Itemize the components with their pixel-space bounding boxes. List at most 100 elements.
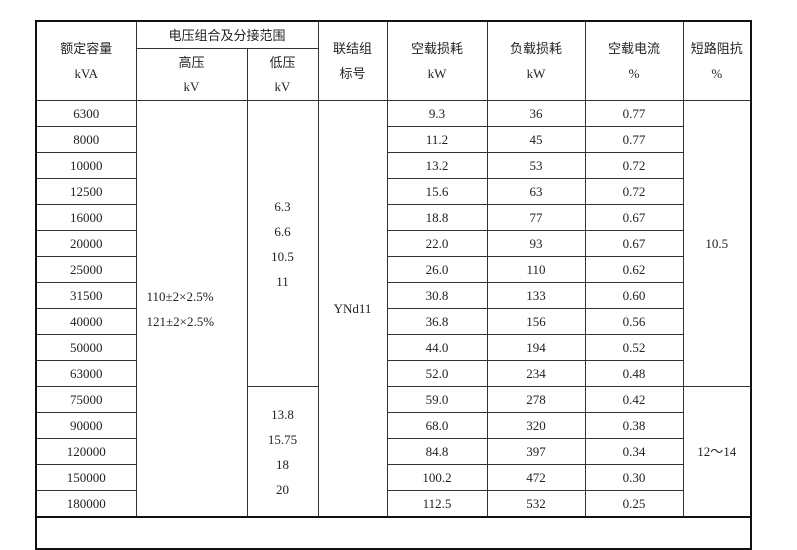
- no-load-loss-cell: 30.8: [386, 282, 488, 309]
- capacity-cell: 10000: [35, 152, 137, 179]
- capacity-cell: 6300: [35, 100, 137, 127]
- no-load-current-cell: 0.60: [584, 282, 684, 309]
- table-row: 12500 15.6 63 0.72: [35, 178, 751, 205]
- no-load-loss-cell: 44.0: [386, 334, 488, 361]
- capacity-cell: 25000: [35, 256, 137, 283]
- no-load-loss-cell: 112.5: [386, 490, 488, 518]
- no-load-loss-cell: 18.8: [386, 204, 488, 231]
- capacity-cell: 63000: [35, 360, 137, 387]
- load-loss-cell: 63: [486, 178, 586, 205]
- load-loss-cell: 532: [486, 490, 586, 518]
- table-row: 16000 18.8 77 0.67: [35, 204, 751, 231]
- no-load-loss-cell: 59.0: [386, 386, 488, 413]
- table-row: 10000 13.2 53 0.72: [35, 152, 751, 179]
- load-loss-cell: 45: [486, 126, 586, 153]
- no-load-current-cell: 0.42: [584, 386, 684, 413]
- header-no-load-loss: 空载损耗 kW: [386, 20, 488, 101]
- load-loss-cell: 278: [486, 386, 586, 413]
- no-load-current-cell: 0.38: [584, 412, 684, 439]
- lv-cell-value: 6.3: [274, 198, 291, 214]
- table-row: 150000 100.2 472 0.30: [35, 464, 751, 491]
- no-load-current-cell: 0.77: [584, 100, 684, 127]
- header-lv: 低压 kV: [246, 48, 319, 101]
- table-row: 75000 13.8 15.75 18 20 59.0 278 0.42 12～14: [35, 386, 752, 518]
- capacity-cell: 120000: [35, 438, 137, 465]
- header-no-load-current: 空载电流%: [584, 20, 684, 101]
- no-load-current-cell: 0.77: [584, 126, 684, 153]
- no-load-loss-cell: 9.3: [386, 100, 488, 127]
- capacity-cell: 20000: [35, 230, 137, 257]
- capacity-cell: 90000: [35, 412, 137, 439]
- lv-cell-value: 18: [276, 456, 289, 472]
- capacity-cell: 40000: [35, 308, 137, 335]
- table-row: 31500 30.8 133 0.60: [35, 282, 751, 309]
- capacity-cell: 50000: [35, 334, 137, 361]
- header-impedance: 短路阻抗%: [682, 20, 752, 101]
- capacity-cell: 12500: [35, 178, 137, 205]
- capacity-cell: 31500: [35, 282, 137, 309]
- hv-cell-value: 110±2×2.5%: [146, 288, 214, 304]
- load-loss-cell: 472: [486, 464, 586, 491]
- no-load-current-cell: 0.72: [584, 152, 684, 179]
- no-load-loss-cell: 52.0: [386, 360, 488, 387]
- load-loss-cell: 194: [486, 334, 586, 361]
- table-row: 90000 68.0 320 0.38: [35, 412, 751, 439]
- header-connection: 联结组 标号: [317, 20, 388, 101]
- no-load-loss-cell: 26.0: [386, 256, 488, 283]
- load-loss-cell: 53: [486, 152, 586, 179]
- table-row: 20000 22.0 93 0.67: [35, 230, 751, 257]
- no-load-loss-cell: 11.2: [386, 126, 488, 153]
- no-load-loss-cell: 22.0: [386, 230, 488, 257]
- capacity-cell: 75000: [35, 386, 137, 413]
- no-load-current-cell: 0.25: [584, 490, 684, 518]
- lv-cell-value: 15.75: [267, 431, 298, 447]
- load-loss-cell: 234: [486, 360, 586, 387]
- impedance-cell: 10.5: [682, 100, 752, 387]
- load-loss-cell: 110: [486, 256, 586, 283]
- table-row: 120000 84.8 397 0.34: [35, 438, 751, 465]
- transformer-parameter-table: 额定容量 kVA 电压组合及分接范围 联结组 标号 空载损耗 kW 负载损耗 kW 空载…: [35, 20, 752, 550]
- load-loss-cell: 320: [486, 412, 586, 439]
- lv-cell-value: 20: [276, 481, 289, 497]
- table-row: 180000 112.5 532 0.25: [35, 490, 751, 518]
- table-row: 25000 26.0 110 0.62: [35, 256, 751, 283]
- load-loss-cell: 156: [486, 308, 586, 335]
- lv-cell-value: 11: [276, 273, 289, 289]
- capacity-cell: 150000: [35, 464, 137, 491]
- header-load-loss: 负载损耗 kW: [486, 20, 586, 101]
- load-loss-cell: 93: [486, 230, 586, 257]
- no-load-current-cell: 0.67: [584, 204, 684, 231]
- lv-cell-value: 6.6: [274, 223, 291, 239]
- capacity-cell: 180000: [35, 490, 137, 518]
- load-loss-cell: 133: [486, 282, 586, 309]
- load-loss-cell: 397: [486, 438, 586, 465]
- no-load-current-cell: 0.62: [584, 256, 684, 283]
- load-loss-cell: 77: [486, 204, 586, 231]
- no-load-loss-cell: 68.0: [386, 412, 488, 439]
- capacity-cell: 16000: [35, 204, 137, 231]
- impedance-cell: 12～14: [682, 386, 752, 518]
- no-load-current-cell: 0.30: [584, 464, 684, 491]
- header-voltage-group: 电压组合及分接范围: [135, 20, 319, 49]
- no-load-current-cell: 0.67: [584, 230, 684, 257]
- lv-cell-value: 13.8: [271, 406, 294, 422]
- no-load-current-cell: 0.56: [584, 308, 684, 335]
- lv-cell: 13.8 15.75 18 20: [246, 386, 319, 518]
- no-load-loss-cell: 36.8: [386, 308, 488, 335]
- lv-cell-value: 10.5: [271, 248, 294, 264]
- header-capacity: 额定容量 kVA: [35, 20, 137, 101]
- table-row: 6300 110±2×2.5% 121±2×2.5% 6.3 6.6 10.5 11 YNd1…: [35, 100, 752, 518]
- load-loss-cell: 36: [486, 100, 586, 127]
- no-load-current-cell: 0.48: [584, 360, 684, 387]
- no-load-loss-cell: 15.6: [386, 178, 488, 205]
- no-load-loss-cell: 84.8: [386, 438, 488, 465]
- lv-cell: 6.3 6.6 10.5 11: [246, 100, 319, 387]
- table-row: 8000 11.2 45 0.77: [35, 126, 751, 153]
- hv-cell-value: 121±2×2.5%: [146, 313, 215, 329]
- no-load-loss-cell: 100.2: [386, 464, 488, 491]
- capacity-cell: 8000: [35, 126, 137, 153]
- header-hv: 高压 kV: [135, 48, 248, 101]
- no-load-loss-cell: 13.2: [386, 152, 488, 179]
- no-load-current-cell: 0.72: [584, 178, 684, 205]
- hv-cell: 110±2×2.5% 121±2×2.5%: [135, 100, 248, 518]
